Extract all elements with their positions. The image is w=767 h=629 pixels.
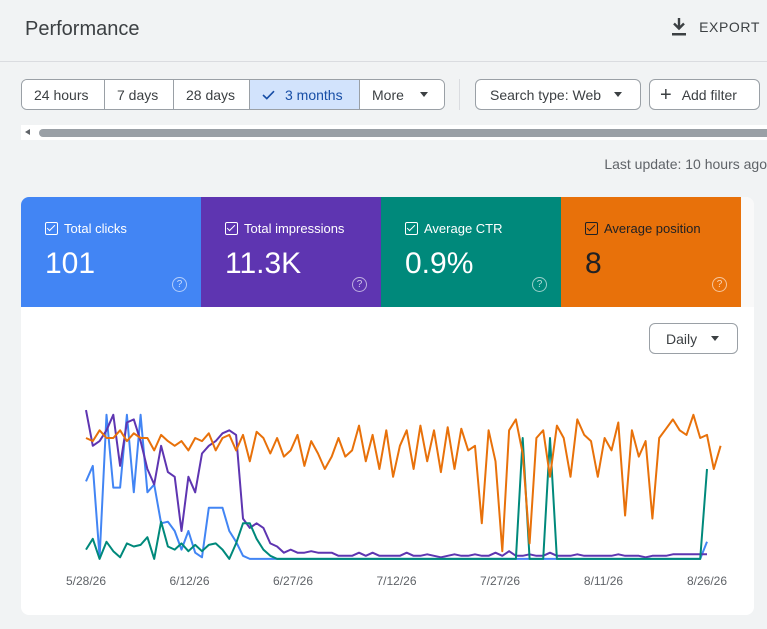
- help-icon[interactable]: ?: [352, 277, 367, 292]
- x-tick-label: 6/27/26: [273, 574, 313, 588]
- metric-tiles: Total clicks 101 ? Total impressions 11.…: [21, 197, 754, 307]
- export-button[interactable]: EXPORT: [671, 18, 760, 36]
- checkbox-checked-icon[interactable]: [585, 222, 598, 235]
- check-icon: [262, 90, 275, 100]
- series-line-total-impressions[interactable]: [85, 409, 707, 559]
- scrollbar-thumb[interactable]: [39, 129, 767, 137]
- x-tick-label: 5/28/26: [66, 574, 106, 588]
- x-tick-label: 7/12/26: [376, 574, 416, 588]
- search-type-dropdown[interactable]: Search type: Web: [475, 79, 641, 110]
- granularity-dropdown[interactable]: Daily: [649, 323, 738, 354]
- metric-tiles-overflow: [741, 197, 754, 307]
- metric-value: 11.3K: [225, 247, 302, 280]
- x-tick-label: 6/12/26: [169, 574, 209, 588]
- date-range-filter: 24 hours 7 days 28 days 3 months More: [21, 79, 445, 110]
- series-line-total-clicks[interactable]: [85, 413, 708, 560]
- metric-value: 101: [45, 247, 96, 280]
- metric-label: Average position: [604, 221, 701, 236]
- help-icon[interactable]: ?: [712, 277, 727, 292]
- date-range-segmented-control: 24 hours 7 days 28 days 3 months More: [21, 79, 445, 110]
- date-range-more-dropdown[interactable]: More: [360, 80, 444, 109]
- export-label: EXPORT: [699, 19, 760, 35]
- chevron-down-icon: [419, 92, 428, 97]
- scroll-left-icon[interactable]: [25, 129, 30, 135]
- horizontal-scrollbar[interactable]: [21, 125, 767, 140]
- add-filter-button[interactable]: + Add filter: [649, 79, 760, 110]
- chevron-down-icon: [711, 336, 720, 341]
- page-header: Performance EXPORT: [0, 0, 767, 62]
- filter-divider: [459, 79, 460, 110]
- metric-label: Total impressions: [244, 221, 345, 236]
- date-range-3-months[interactable]: 3 months: [250, 80, 360, 109]
- metric-average-position[interactable]: Average position 8 ?: [561, 197, 741, 307]
- download-icon: [672, 18, 687, 36]
- help-icon[interactable]: ?: [532, 277, 547, 292]
- series-line-average-position[interactable]: [85, 413, 722, 553]
- checkbox-checked-icon[interactable]: [45, 222, 58, 235]
- help-icon[interactable]: ?: [172, 277, 187, 292]
- metric-total-clicks[interactable]: Total clicks 101 ?: [21, 197, 201, 307]
- series-line-average-ctr[interactable]: [85, 437, 708, 560]
- metric-value: 0.9%: [405, 247, 474, 280]
- x-tick-label: 7/27/26: [480, 574, 520, 588]
- plus-icon: +: [660, 83, 672, 106]
- last-update-text: Last update: 10 hours ago: [604, 156, 767, 172]
- x-tick-label: 8/11/26: [584, 574, 623, 588]
- checkbox-checked-icon[interactable]: [225, 222, 238, 235]
- date-range-24-hours[interactable]: 24 hours: [22, 80, 105, 109]
- x-tick-label: 8/26/26: [687, 574, 727, 588]
- metric-average-ctr[interactable]: Average CTR 0.9% ?: [381, 197, 561, 307]
- date-range-28-days[interactable]: 28 days: [174, 80, 250, 109]
- metric-label: Average CTR: [424, 221, 503, 236]
- performance-card: Total clicks 101 ? Total impressions 11.…: [21, 197, 754, 615]
- page-title: Performance: [25, 18, 140, 40]
- date-range-7-days[interactable]: 7 days: [105, 80, 174, 109]
- metric-total-impressions[interactable]: Total impressions 11.3K ?: [201, 197, 381, 307]
- performance-line-chart: 5/28/26 6/12/26 6/27/26 7/12/26 7/27/26 8/11/…: [66, 409, 727, 588]
- metric-label: Total clicks: [64, 221, 127, 236]
- chevron-down-icon: [614, 92, 623, 97]
- metric-value: 8: [585, 247, 602, 280]
- checkbox-checked-icon[interactable]: [405, 222, 418, 235]
